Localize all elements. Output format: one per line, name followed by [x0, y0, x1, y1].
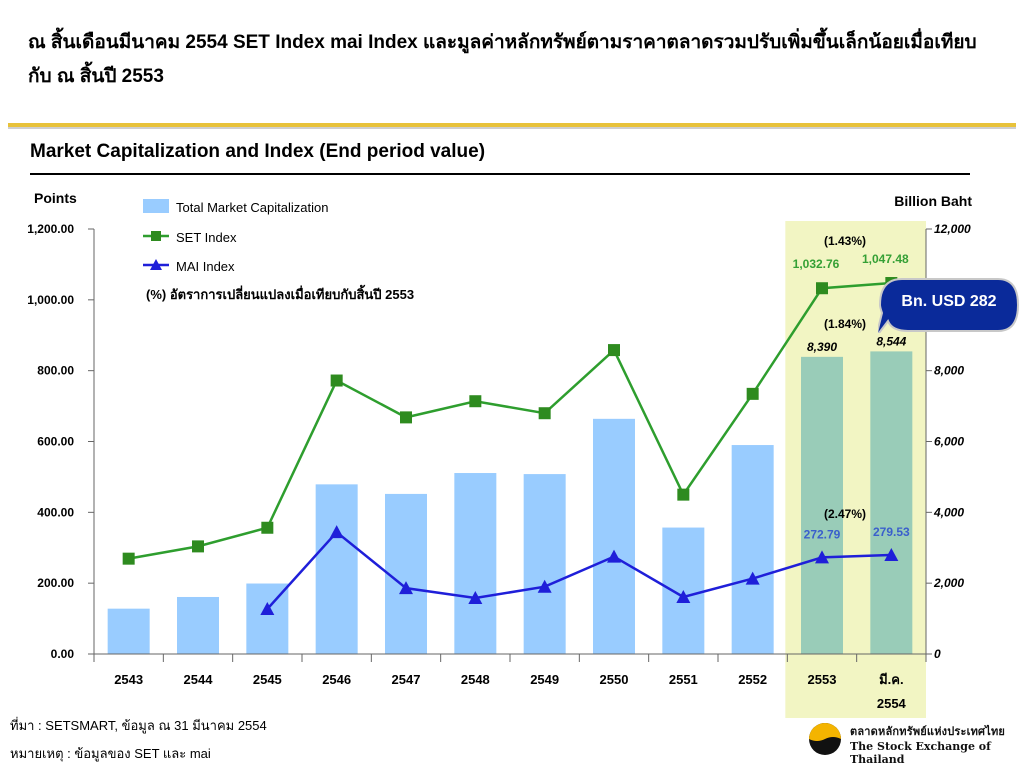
set-index-point-2 — [261, 521, 274, 534]
logo-thai-text: ตลาดหลักทรัพย์แห่งประเทศไทย — [850, 726, 1006, 738]
right-tick-label: 2,000 — [933, 576, 964, 590]
bar-2549 — [523, 474, 566, 654]
right-tick-label: 4,000 — [933, 505, 964, 519]
set-index-point-4 — [400, 411, 412, 424]
mai-data-label: 272.79 — [804, 527, 841, 541]
cap-data-label: 8,390 — [807, 340, 837, 354]
left-tick-label: 1,000.00 — [27, 293, 74, 307]
bar-2552 — [731, 445, 774, 654]
source-note: ที่มา : SETSMART, ข้อมูล ณ 31 มีนาคม 255… — [10, 718, 267, 733]
mai-index-point-6 — [537, 579, 552, 593]
legend-set-marker — [151, 231, 161, 241]
legend-cap-label: Total Market Capitalization — [176, 200, 328, 215]
usd-callout-text: Bn. USD 282 — [901, 293, 997, 310]
set-index-point-10 — [816, 282, 828, 295]
set-change-label: (1.43%) — [824, 234, 866, 248]
right-tick-label: 0 — [934, 647, 941, 661]
mai-index-point-5 — [468, 591, 483, 605]
mai-data-label: 279.53 — [873, 525, 910, 539]
mai-index-point-9 — [745, 571, 760, 585]
legend-bar-swatch — [143, 199, 169, 213]
x-tick-label: 2547 — [392, 672, 421, 687]
set-index-point-5 — [469, 395, 482, 408]
right-tick-label: 6,000 — [934, 435, 964, 449]
x-tick-label: 2551 — [669, 672, 698, 687]
set-index-point-6 — [538, 407, 551, 420]
x-tick-label: 2548 — [461, 672, 490, 687]
legend-set-label: SET Index — [176, 230, 237, 245]
legend-mai-marker — [150, 259, 162, 270]
left-tick-label: 200.00 — [37, 576, 74, 590]
mai-index-point-10 — [815, 550, 829, 564]
set-index-point-8 — [677, 488, 690, 501]
x-tick-label: มี.ค. — [879, 672, 904, 687]
set-index-point-7 — [608, 344, 620, 357]
bar-2550 — [593, 418, 635, 654]
left-axis-label: Points — [34, 190, 77, 206]
set-data-label: 1,047.48 — [862, 252, 909, 266]
mai-index-point-4 — [399, 581, 413, 595]
page-headline: ณ สิ้นเดือนมีนาคม 2554 SET Index mai Ind… — [28, 32, 977, 87]
cap-change-label: (1.84%) — [824, 317, 866, 331]
x-tick-label: 2552 — [738, 672, 767, 687]
usd-callout-bubble — [878, 278, 1020, 333]
set-index-line — [128, 281, 892, 560]
bar-2543 — [107, 608, 150, 654]
set-data-label: 1,032.76 — [793, 257, 840, 271]
set-index-point-3 — [330, 374, 343, 387]
x-tick-label: 2544 — [184, 672, 214, 687]
chart-title: Market Capitalization and Index (End per… — [30, 141, 486, 162]
bar-มี.ค. — [870, 351, 913, 654]
right-tick-label: 12,000 — [934, 222, 971, 236]
x-tick-label: 2554 — [877, 696, 907, 711]
mai-index-point-2 — [260, 602, 275, 616]
left-tick-label: 0.00 — [51, 647, 75, 661]
left-tick-label: 600.00 — [37, 435, 74, 449]
left-tick-label: 800.00 — [37, 364, 74, 378]
mai-index-line — [266, 530, 892, 610]
mai-index-point-7 — [607, 549, 621, 563]
x-tick-label: 2549 — [530, 672, 559, 687]
x-tick-label: 2550 — [600, 672, 629, 687]
x-tick-label: 2546 — [322, 672, 351, 687]
right-tick-label: 8,000 — [934, 364, 964, 378]
bar-2544 — [177, 596, 219, 654]
left-tick-label: 1,200.00 — [27, 222, 74, 236]
legend-percent-note: (%) อัตราการเปลี่ยนแปลงเมื่อเทียบกับสิ้น… — [146, 284, 414, 302]
bar-2553 — [801, 356, 843, 654]
set-index-point-9 — [746, 387, 759, 400]
bar-2547 — [385, 493, 427, 654]
legend-mai-label: MAI Index — [176, 259, 235, 274]
right-axis-label: Billion Baht — [894, 193, 972, 209]
x-tick-label: 2545 — [253, 672, 282, 687]
bar-2546 — [315, 484, 358, 654]
header-divider-shadow — [8, 127, 1016, 129]
cap-data-label: 8,544 — [876, 334, 906, 348]
mai-index-point-11 — [884, 547, 899, 561]
remark-note: หมายเหตุ : ข้อมูลของ SET และ mai — [10, 746, 211, 761]
mai-index-point-8 — [676, 589, 691, 603]
set-index-point-1 — [192, 540, 204, 553]
title-underline — [30, 173, 970, 175]
x-tick-label: 2543 — [114, 672, 143, 687]
logo-english-text: The Stock Exchange of Thailand — [850, 740, 991, 766]
bar-2548 — [454, 473, 497, 654]
x-tick-label: 2553 — [808, 672, 837, 687]
set-index-point-0 — [122, 552, 135, 565]
left-tick-label: 400.00 — [37, 505, 74, 519]
header-divider — [8, 123, 1016, 127]
mai-change-label: (2.47%) — [824, 507, 866, 521]
set-logo-icon — [809, 723, 841, 755]
mai-index-point-3 — [329, 525, 344, 539]
